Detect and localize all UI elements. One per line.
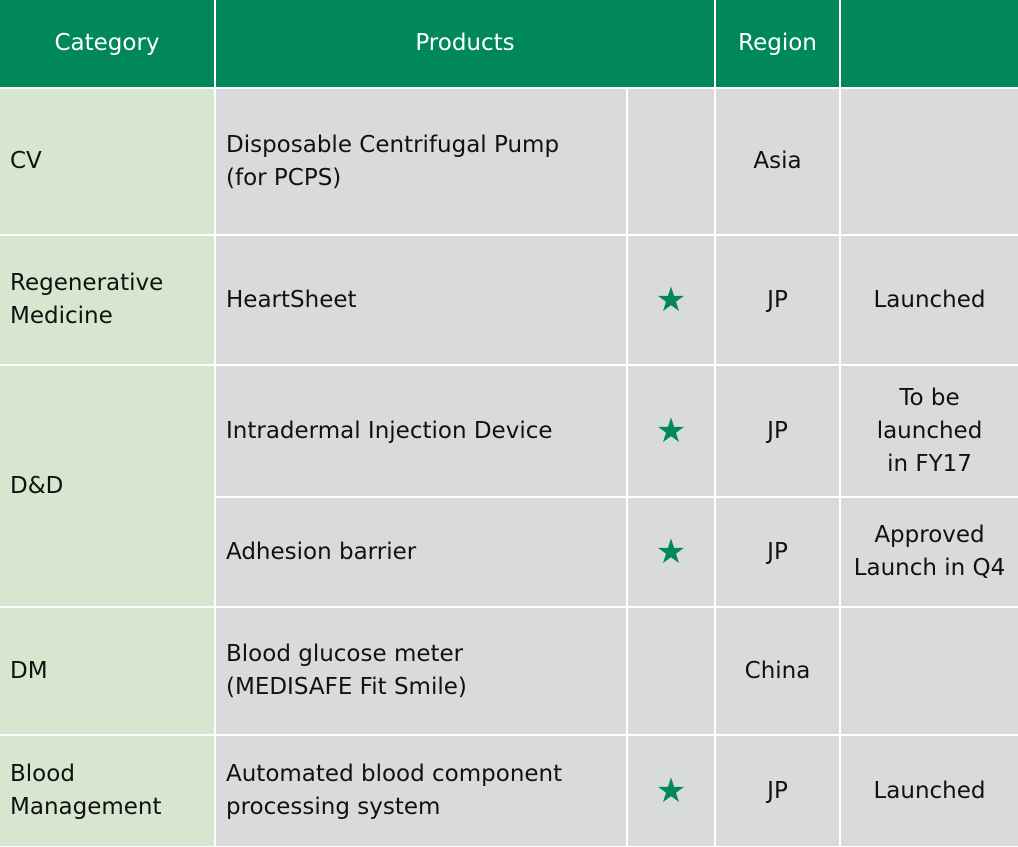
table-row: CV Disposable Centrifugal Pump (for PCPS)… bbox=[0, 87, 1018, 236]
region-cell: China bbox=[714, 606, 841, 736]
header-row: Category Products Region bbox=[0, 0, 1018, 89]
region-cell: JP bbox=[714, 364, 841, 498]
category-cell: DM bbox=[0, 606, 216, 736]
product-cell: Blood glucose meter (MEDISAFE Fit Smile) bbox=[214, 606, 628, 736]
table-row: Regenerative Medicine HeartSheet ★ JP Launch… bbox=[0, 234, 1018, 366]
category-cell: D&D bbox=[0, 364, 216, 608]
region-cell: Asia bbox=[714, 87, 841, 236]
region-cell: JP bbox=[714, 734, 841, 847]
header-cell: Region bbox=[714, 0, 841, 89]
status-cell: Approved Launch in Q4 bbox=[839, 496, 1018, 608]
product-cell: Adhesion barrier bbox=[215, 496, 628, 608]
status-cell bbox=[839, 606, 1018, 736]
status-cell: Launched bbox=[839, 734, 1018, 847]
status-cell: To be launched in FY17 bbox=[839, 364, 1018, 498]
product-cell: Disposable Centrifugal Pump (for PCPS) bbox=[214, 87, 628, 236]
star-cell: ★ bbox=[626, 234, 716, 366]
table-row: Adhesion barrier ★ JP Approved Launch in Q4 bbox=[0, 496, 1018, 608]
category-cell: Blood Management bbox=[0, 734, 216, 847]
table-row: D&D Intradermal Injection Device ★ JP To be … bbox=[0, 364, 1018, 608]
header-cell: Products bbox=[214, 0, 716, 89]
header-cell bbox=[839, 0, 1018, 89]
product-cell: HeartSheet bbox=[214, 234, 628, 366]
product-cell: Intradermal Injection Device bbox=[214, 364, 628, 498]
table-body: CV Disposable Centrifugal Pump (for PCPS)… bbox=[0, 87, 1018, 847]
region-cell: JP bbox=[714, 234, 841, 366]
star-cell: ★ bbox=[626, 364, 716, 498]
status-cell: Launched bbox=[839, 234, 1018, 366]
star-cell: ★ bbox=[626, 496, 716, 608]
star-cell: ★ bbox=[626, 734, 716, 847]
star-cell bbox=[626, 606, 716, 736]
header-cell: Category bbox=[0, 0, 216, 89]
region-cell: JP bbox=[714, 496, 841, 608]
category-cell: Regenerative Medicine bbox=[0, 234, 216, 366]
status-cell bbox=[839, 87, 1018, 236]
star-cell bbox=[626, 87, 716, 236]
product-cell: Automated blood component processing sys… bbox=[214, 734, 628, 847]
table-row: Blood Management Automated blood componen… bbox=[0, 734, 1018, 847]
table-row: DM Blood glucose meter (MEDISAFE Fit Smil… bbox=[0, 606, 1018, 736]
category-cell: CV bbox=[0, 87, 216, 236]
